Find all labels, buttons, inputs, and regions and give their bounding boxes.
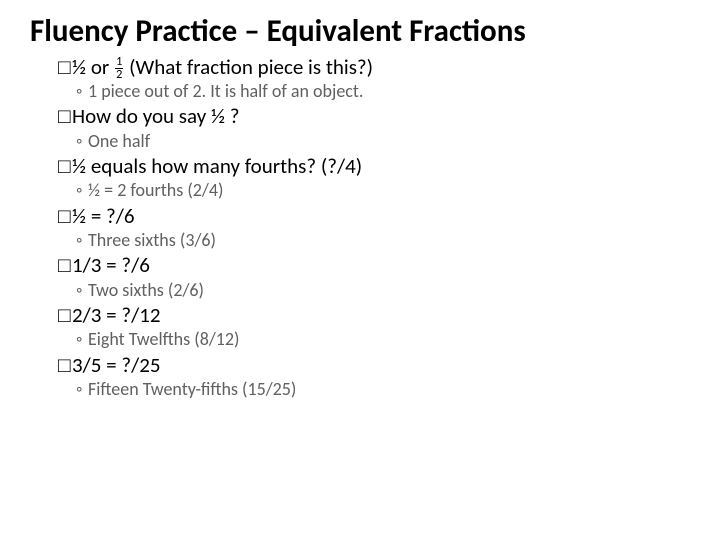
question-text: 1/3 = ?/6 — [72, 252, 150, 278]
sub-bullet-icon: ◦ — [76, 80, 88, 103]
bullet-icon: □ — [58, 303, 72, 329]
fraction-inline: 12 — [115, 56, 123, 81]
question-text: 3/5 = ?/25 — [72, 352, 160, 378]
answer-row: ◦Eight Twelfths (8/12) — [58, 328, 690, 351]
question-row: □1/3 = ?/6 — [58, 252, 690, 279]
answer-text: One half — [88, 130, 150, 152]
bullet-icon: □ — [58, 253, 72, 279]
answer-text: Two sixths (2/6) — [88, 279, 204, 301]
question-text-before: ½ or — [72, 54, 114, 80]
answer-text: Eight Twelfths (8/12) — [88, 328, 239, 350]
bullet-icon: □ — [58, 353, 72, 379]
bullet-icon: □ — [58, 55, 72, 81]
sub-bullet-icon: ◦ — [76, 279, 88, 302]
answer-text: 1 piece out of 2. It is half of an objec… — [88, 80, 363, 102]
answer-text: ½ = 2 fourths (2/4) — [88, 179, 223, 201]
sub-bullet-icon: ◦ — [76, 378, 88, 401]
question-row: □½ = ?/6 — [58, 203, 690, 230]
answer-row: ◦Three sixths (3/6) — [58, 229, 690, 252]
answer-text: Fifteen Twenty-fifths (15/25) — [88, 378, 296, 400]
answer-row: ◦1 piece out of 2. It is half of an obje… — [58, 80, 690, 103]
question-text: ½ equals how many fourths? (?/4) — [72, 153, 362, 179]
content-area: □½ or 12 (What fraction piece is this?) … — [30, 50, 690, 402]
sub-bullet-icon: ◦ — [76, 229, 88, 252]
bullet-icon: □ — [58, 204, 72, 230]
question-row: □3/5 = ?/25 — [58, 352, 690, 379]
sub-bullet-icon: ◦ — [76, 179, 88, 202]
sub-bullet-icon: ◦ — [76, 130, 88, 153]
question-row: □How do you say ½ ? — [58, 103, 690, 130]
answer-row: ◦Two sixths (2/6) — [58, 279, 690, 302]
answer-text: Three sixths (3/6) — [88, 229, 216, 251]
sub-bullet-icon: ◦ — [76, 328, 88, 351]
question-row: □2/3 = ?/12 — [58, 302, 690, 329]
answer-row: ◦½ = 2 fourths (2/4) — [58, 179, 690, 202]
slide-title: Fluency Practice – Equivalent Fractions — [30, 0, 690, 50]
question-row: □½ equals how many fourths? (?/4) — [58, 153, 690, 180]
question-text: How do you say ½ ? — [72, 103, 240, 129]
answer-row: ◦One half — [58, 130, 690, 153]
question-text: 2/3 = ?/12 — [72, 302, 160, 328]
slide: Fluency Practice – Equivalent Fractions … — [0, 0, 720, 540]
question-text: ½ = ?/6 — [72, 203, 135, 229]
question-text-after: (What fraction piece is this?) — [124, 54, 373, 80]
question-row: □½ or 12 (What fraction piece is this?) — [58, 54, 690, 81]
answer-row: ◦Fifteen Twenty-fifths (15/25) — [58, 378, 690, 401]
bullet-icon: □ — [58, 104, 72, 130]
bullet-icon: □ — [58, 154, 72, 180]
